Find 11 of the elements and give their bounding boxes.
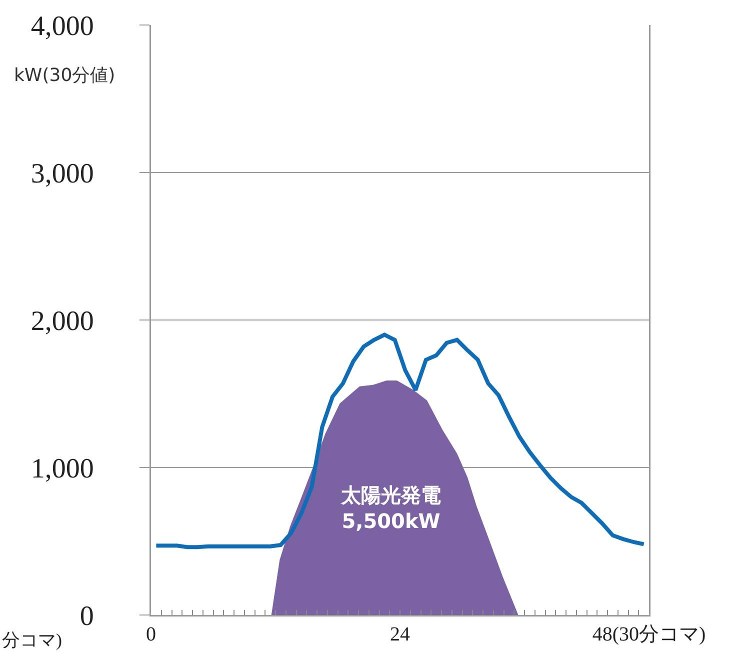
x-tick-label: 24 — [390, 624, 410, 646]
y-axis-title: kW(30分値) — [14, 65, 116, 86]
x-tick-label: 0 — [146, 624, 156, 646]
y-tick-label: 3,000 — [30, 158, 94, 190]
annotation: 太陽光発電 5,500kW — [340, 483, 441, 533]
y-tick-label: 2,000 — [30, 306, 94, 337]
x-tick-label: 48(30分コマ) — [592, 624, 706, 646]
y-tick-label: 1,000 — [30, 453, 94, 484]
y-tick-label: 4,000 — [30, 10, 94, 42]
text: 分コマ) — [2, 630, 62, 650]
line-series — [154, 332, 646, 550]
